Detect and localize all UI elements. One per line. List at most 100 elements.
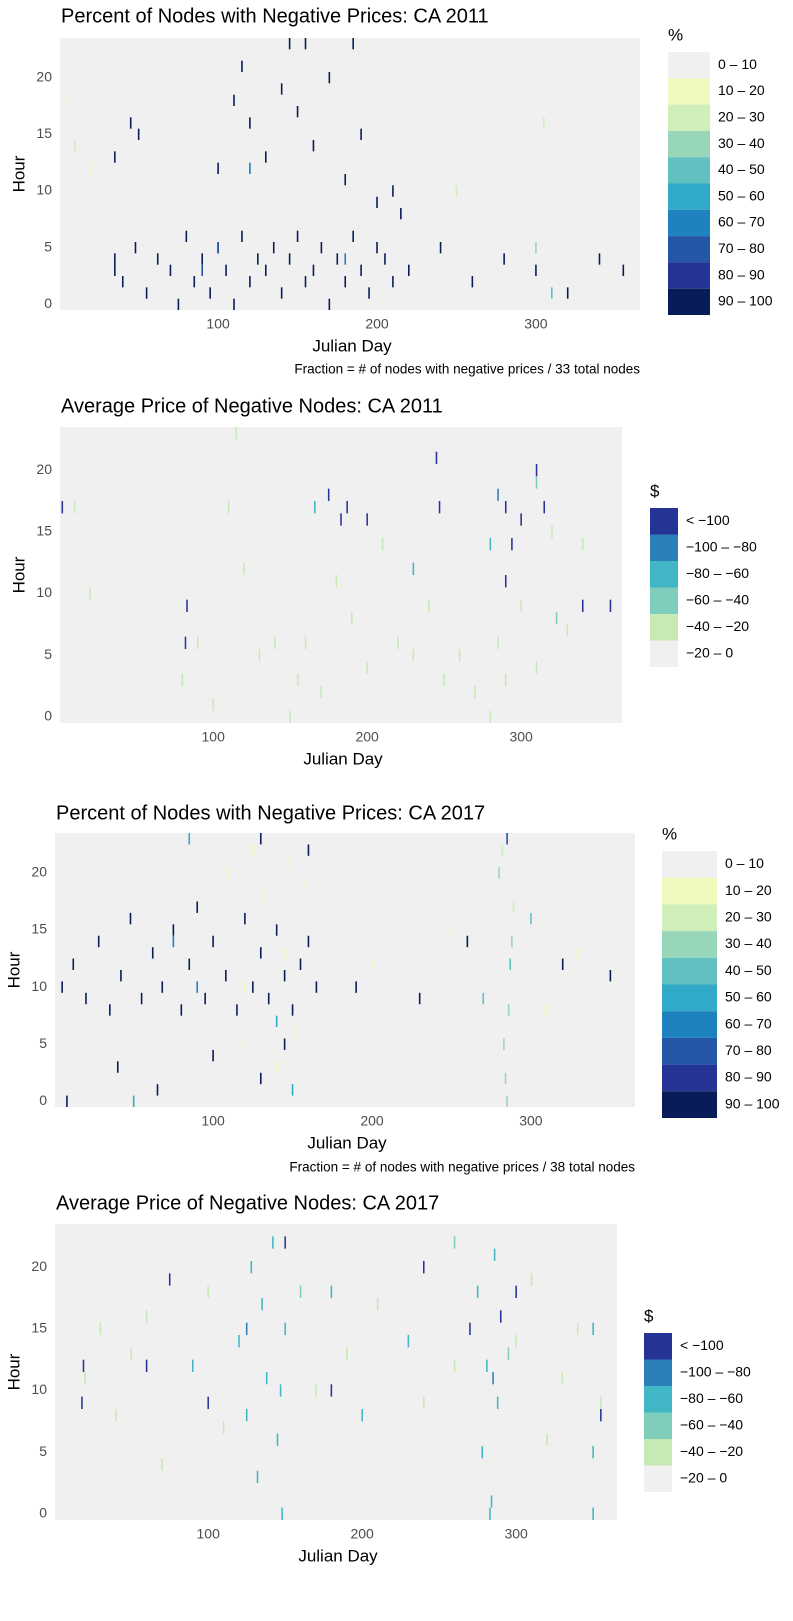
heat-cell: [352, 230, 354, 242]
heat-cell: [84, 1372, 86, 1385]
heat-cell: [314, 501, 316, 514]
legend-swatch: [662, 1064, 717, 1092]
legend-label: 50 – 60: [725, 989, 772, 1005]
legend-swatch: [668, 130, 710, 158]
heat-cell: [245, 1409, 248, 1422]
heat-cell: [193, 276, 196, 288]
x-axis-label: Julian Day: [303, 749, 383, 768]
heat-cell: [272, 242, 275, 254]
heat-cell: [427, 599, 430, 612]
heat-cell: [503, 253, 505, 265]
heat-cell: [74, 140, 76, 152]
heat-cell: [66, 94, 68, 106]
y-tick-label: 10: [31, 1381, 47, 1397]
legend-label: < −100: [686, 512, 730, 528]
heat-cell: [304, 38, 307, 50]
heat-cell: [546, 1433, 548, 1446]
heat-cell: [376, 196, 378, 208]
heat-cell: [344, 174, 347, 186]
heat-cell: [408, 264, 410, 276]
heat-cell: [581, 538, 584, 551]
heat-cell: [439, 242, 442, 254]
heat-cell: [535, 242, 537, 254]
heat-cell: [233, 94, 235, 106]
legend-swatch: [662, 851, 717, 878]
legend-swatch: [662, 931, 717, 958]
legend-label: −100 – −80: [686, 538, 757, 554]
heat-cell: [90, 162, 92, 174]
heat-cell: [252, 844, 254, 856]
y-tick-label: 20: [31, 1258, 47, 1274]
heat-cell: [509, 958, 512, 970]
legend-label: 60 – 70: [725, 1015, 772, 1031]
legend-label: −20 – 0: [680, 1469, 727, 1485]
heat-cell: [577, 947, 580, 959]
legend-swatch: [662, 1011, 717, 1038]
heat-cell: [412, 649, 415, 662]
heat-cell: [543, 501, 546, 514]
heat-cell: [530, 912, 532, 925]
heat-cell: [169, 264, 172, 276]
heat-cell: [192, 1359, 194, 1372]
heat-cell: [340, 513, 342, 526]
heat-cell: [172, 935, 175, 948]
plot-panel: [55, 1224, 617, 1520]
heat-cell: [235, 427, 238, 440]
x-tick-label: 200: [360, 1113, 384, 1129]
heat-cell: [267, 992, 270, 1005]
y-tick-label: 0: [44, 295, 52, 311]
legend-label: −60 – −40: [680, 1416, 743, 1432]
heat-cell: [249, 117, 251, 129]
heat-cell: [264, 264, 267, 276]
y-tick-label: 15: [31, 1320, 47, 1336]
heat-cell: [72, 958, 75, 970]
x-tick-label: 100: [197, 1526, 221, 1542]
heat-cell: [407, 1335, 410, 1348]
heat-cell: [320, 242, 323, 254]
heat-cell: [376, 1298, 379, 1311]
heat-cell: [503, 1038, 505, 1050]
legend-label: 30 – 40: [718, 135, 765, 151]
heat-cell: [145, 287, 148, 299]
legend-label: −80 – −60: [680, 1390, 743, 1406]
legend-swatch: [668, 236, 710, 263]
heat-cell: [85, 992, 87, 1005]
heat-cell: [366, 513, 368, 526]
heat-cell: [81, 1396, 83, 1409]
heat-cell: [185, 230, 188, 242]
heat-cell: [184, 636, 187, 649]
heat-cell: [284, 1236, 286, 1249]
heat-cell: [222, 1421, 225, 1434]
heat-cell: [114, 151, 116, 163]
heat-cell: [438, 501, 441, 514]
legend-label: 10 – 20: [725, 882, 772, 898]
heat-cell: [259, 1072, 262, 1085]
heat-cell: [504, 673, 507, 686]
heat-cell: [280, 83, 283, 95]
x-axis-label: Julian Day: [298, 1546, 378, 1565]
heat-cell: [598, 253, 601, 265]
plot-panel: [60, 38, 640, 310]
y-tick-label: 0: [44, 708, 52, 724]
heat-cell: [351, 612, 353, 625]
heat-cell: [288, 855, 291, 868]
heat-cell: [581, 599, 584, 612]
heat-cell: [315, 1384, 317, 1397]
heat-cell: [61, 501, 64, 514]
legend-label: 50 – 60: [718, 187, 765, 203]
y-tick-label: 10: [36, 182, 52, 198]
x-tick-label: 300: [504, 1526, 528, 1542]
y-axis-label: Hour: [9, 556, 28, 593]
heat-cell: [371, 958, 373, 970]
legend-swatch: [668, 183, 710, 210]
heat-cell: [258, 649, 261, 662]
heat-cell: [297, 673, 299, 686]
heat-cell: [327, 488, 330, 501]
y-tick-label: 20: [31, 864, 47, 880]
heat-cell: [204, 992, 206, 1005]
legend-swatch: [644, 1439, 672, 1466]
heat-cell: [276, 1433, 279, 1446]
heat-cell: [156, 253, 159, 265]
heat-cell: [145, 1359, 148, 1372]
heat-cell: [296, 106, 299, 118]
